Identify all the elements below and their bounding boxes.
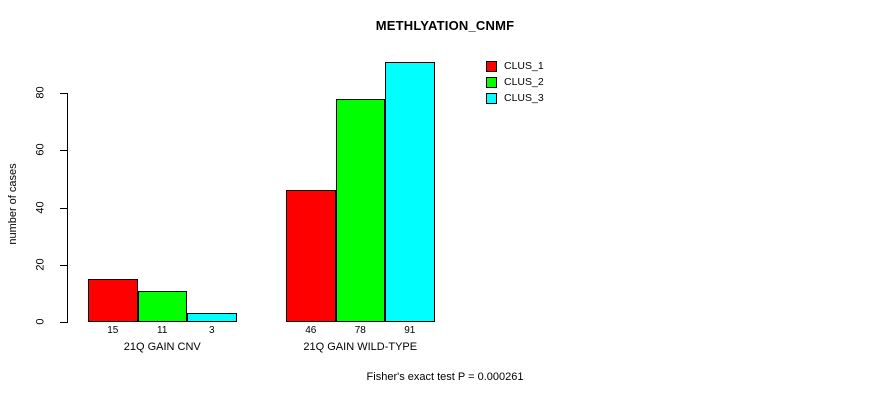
y-axis-tick-label: 40 xyxy=(34,200,47,214)
bar-value-label: 78 xyxy=(354,325,366,336)
y-axis-title: number of cases xyxy=(7,163,19,245)
legend-color-swatch xyxy=(486,92,497,104)
legend-item-clus_2[interactable]: CLUS_2 xyxy=(486,74,544,90)
y-axis-tick-label-wrap: 40 xyxy=(28,201,54,215)
legend-item-clus_3[interactable]: CLUS_3 xyxy=(486,90,544,106)
bar-value-label: 15 xyxy=(107,325,119,336)
y-axis-tick-label: 80 xyxy=(34,86,47,99)
y-axis-tick-label-wrap: 0 xyxy=(28,315,54,329)
bar-value-label: 11 xyxy=(157,325,168,336)
y-axis-tick-label: 0 xyxy=(34,318,47,325)
bar-value-label: 3 xyxy=(208,325,215,336)
y-axis-tick-label: 60 xyxy=(34,143,47,156)
y-axis-tick-label-wrap: 20 xyxy=(28,258,54,272)
bar-clus_1-group1 xyxy=(88,279,138,322)
y-axis-tick-label: 20 xyxy=(34,258,47,271)
legend-label: CLUS_2 xyxy=(504,75,544,88)
chart-title: METHLYATION_CNMF xyxy=(375,18,515,33)
y-axis-tick-label-wrap: 60 xyxy=(28,143,54,157)
bar-value-label: 46 xyxy=(305,325,317,336)
x-axis-group-label: 21Q GAIN WILD-TYPE xyxy=(303,341,418,353)
y-axis-tick xyxy=(60,93,67,94)
statistical-test-annotation: Fisher's exact test P = 0.000261 xyxy=(366,371,524,383)
y-axis-tick-label-wrap: 80 xyxy=(28,86,54,100)
x-axis-group-label: 21Q GAIN CNV xyxy=(123,341,201,353)
y-axis-tick xyxy=(60,322,67,323)
legend-color-swatch xyxy=(486,60,497,72)
y-axis-tick xyxy=(60,207,67,209)
y-axis-tick xyxy=(60,150,67,152)
y-axis-tick xyxy=(60,264,67,266)
bar-clus_3-group2 xyxy=(385,61,435,322)
legend-label: CLUS_3 xyxy=(504,91,544,104)
bar-clus_1-group2 xyxy=(286,190,336,322)
y-axis-line xyxy=(67,93,68,323)
bar-clus_2-group1 xyxy=(137,290,187,322)
legend-label: CLUS_1 xyxy=(504,59,544,72)
legend-item-clus_1[interactable]: CLUS_1 xyxy=(486,58,544,74)
legend: CLUS_1 CLUS_2 CLUS_3 xyxy=(486,58,544,106)
bar-value-label: 91 xyxy=(404,325,416,336)
bar-clus_2-group2 xyxy=(335,98,385,322)
bar-clus_3-group1 xyxy=(187,313,237,322)
legend-color-swatch xyxy=(486,76,497,88)
